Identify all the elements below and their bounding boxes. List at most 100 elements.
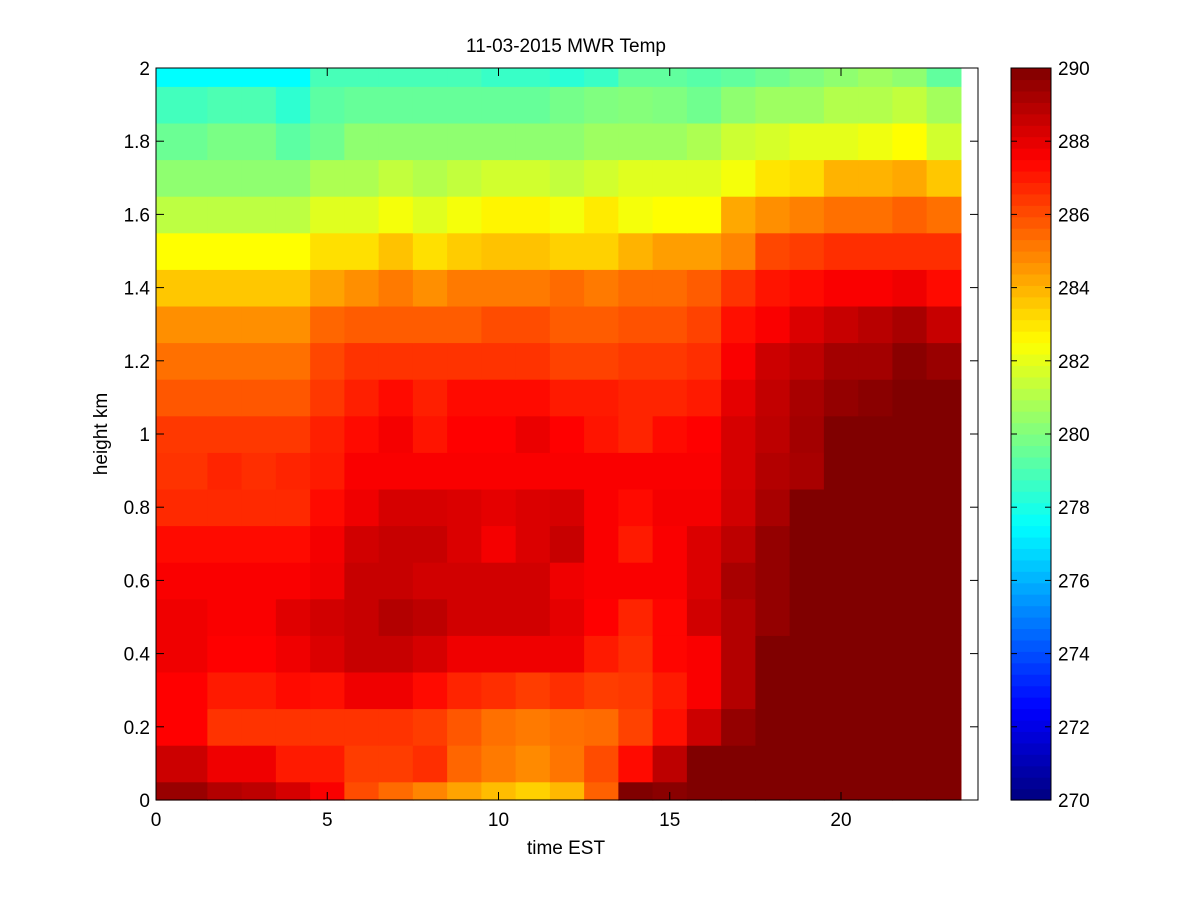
heatmap-cell — [515, 122, 551, 161]
colorbar-segment — [1011, 273, 1051, 286]
heatmap-cell — [378, 269, 414, 307]
heatmap-cell — [378, 196, 414, 234]
y-tick-label: 0.4 — [124, 645, 151, 666]
heatmap-cell — [447, 598, 482, 636]
heatmap-cell — [686, 232, 722, 270]
heatmap-cell — [515, 342, 551, 380]
colorbar-segment — [1011, 365, 1051, 378]
heatmap-cell — [686, 781, 722, 801]
heatmap-cell — [344, 305, 380, 344]
heatmap-cell — [618, 305, 654, 344]
heatmap-cell — [789, 269, 825, 307]
heatmap-cell — [412, 781, 448, 801]
colorbar-tick-label: 288 — [1058, 132, 1090, 153]
colorbar-segment — [1011, 353, 1051, 366]
heatmap-cell — [755, 525, 791, 563]
heatmap-cell — [892, 122, 928, 161]
heatmap-cell — [275, 671, 311, 710]
y-tick-label: 0 — [139, 791, 150, 812]
heatmap-cell — [686, 525, 722, 563]
heatmap-cell — [686, 488, 722, 527]
heatmap-cell — [275, 562, 311, 600]
heatmap-cell — [858, 562, 893, 600]
heatmap-cell — [926, 159, 962, 197]
heatmap-cell — [926, 305, 962, 344]
heatmap-cell — [156, 745, 208, 783]
heatmap-cell — [156, 635, 208, 673]
heatmap-cell — [858, 68, 893, 87]
heatmap-cell — [686, 342, 722, 380]
heatmap-cell — [652, 635, 688, 673]
heatmap-cell — [618, 525, 654, 563]
heatmap-cell — [858, 232, 893, 270]
heatmap-cell — [823, 562, 859, 600]
x-tick-label: 15 — [659, 810, 680, 831]
heatmap-cell — [344, 671, 380, 710]
colorbar-segment — [1011, 159, 1051, 172]
heatmap-cell — [515, 196, 551, 234]
colorbar-segment — [1011, 605, 1051, 618]
heatmap-cell — [447, 708, 482, 746]
heatmap-cell — [344, 781, 380, 801]
heatmap-cell — [892, 452, 928, 490]
heatmap-cell — [721, 525, 756, 563]
heatmap-cell — [892, 342, 928, 380]
heatmap-cell — [156, 68, 208, 87]
colorbar-segment — [1011, 514, 1051, 527]
colorbar-segment — [1011, 651, 1051, 664]
heatmap-cell — [652, 342, 688, 380]
heatmap-cell — [926, 232, 962, 270]
heatmap-cell — [275, 598, 311, 636]
colorbar-segment — [1011, 525, 1051, 538]
heatmap-cell — [686, 708, 722, 746]
heatmap-cell — [584, 635, 619, 673]
heatmap-cell — [755, 562, 791, 600]
heatmap-cell — [378, 86, 414, 124]
colorbar-tick-label: 282 — [1058, 352, 1090, 373]
heatmap-cell — [447, 305, 482, 344]
heatmap-cell — [823, 745, 859, 783]
heatmap-cell — [652, 159, 688, 197]
heatmap-cell — [207, 671, 243, 710]
heatmap-cell — [584, 86, 619, 124]
heatmap-cell — [378, 488, 414, 527]
heatmap-cell — [275, 86, 311, 124]
heatmap-cell — [241, 122, 277, 161]
heatmap-cell — [549, 86, 585, 124]
heatmap-cell — [412, 269, 448, 307]
heatmap-cell — [652, 525, 688, 563]
colorbar-segment — [1011, 594, 1051, 607]
heatmap-cell — [481, 269, 517, 307]
heatmap-cell — [686, 452, 722, 490]
heatmap-cell — [447, 86, 482, 124]
heatmap-cell — [515, 781, 551, 801]
heatmap-cell — [515, 525, 551, 563]
heatmap-cell — [892, 562, 928, 600]
heatmap-cell — [207, 781, 243, 801]
heatmap-cell — [789, 342, 825, 380]
heatmap-cell — [241, 68, 277, 87]
heatmap-cell — [755, 781, 791, 801]
heatmap-cell — [275, 488, 311, 527]
heatmap-cell — [584, 562, 619, 600]
colorbar-segment — [1011, 559, 1051, 572]
heatmap-cell — [310, 232, 345, 270]
heatmap-cell — [481, 452, 517, 490]
heatmap-cell — [207, 269, 243, 307]
colorbar-segment — [1011, 228, 1051, 241]
x-tick-label: 10 — [488, 810, 509, 831]
heatmap-cell — [584, 159, 619, 197]
heatmap-cell — [447, 562, 482, 600]
heatmap-cell — [241, 781, 277, 801]
heatmap-cell — [789, 379, 825, 417]
heatmap-cell — [412, 488, 448, 527]
heatmap-cell — [652, 488, 688, 527]
heatmap-cell — [892, 232, 928, 270]
heatmap-cell — [156, 671, 208, 710]
colorbar-segment — [1011, 674, 1051, 687]
heatmap-cell — [652, 598, 688, 636]
heatmap-cell — [926, 415, 962, 453]
x-axis-label: time EST — [527, 838, 606, 859]
colorbar-segment — [1011, 68, 1051, 81]
heatmap-cell — [549, 415, 585, 453]
